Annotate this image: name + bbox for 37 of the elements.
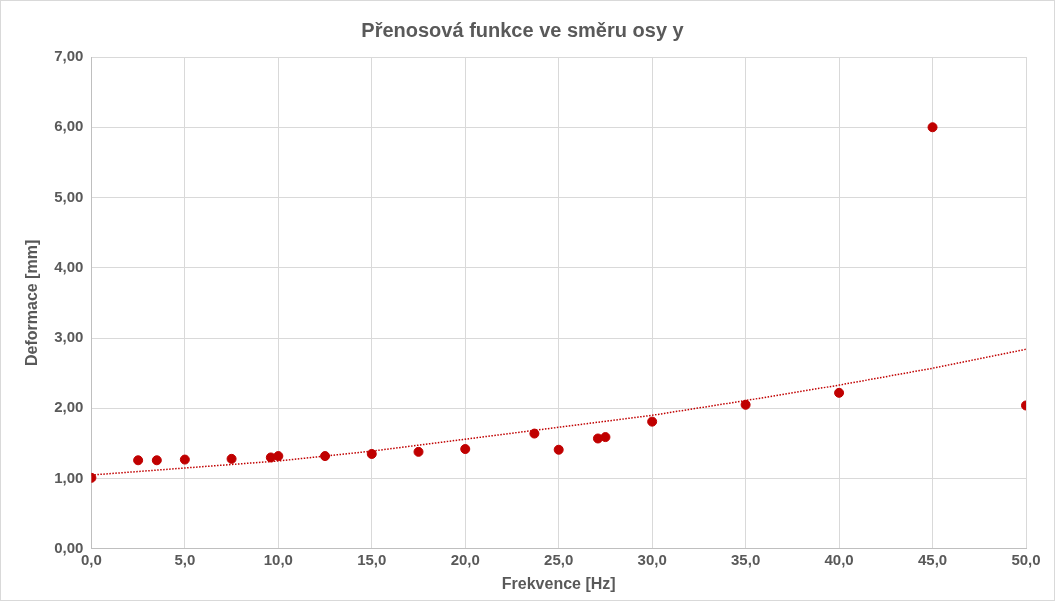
x-tick-label: 15,0: [357, 550, 387, 568]
point: [226, 453, 237, 464]
y-tick-label: 7,00: [54, 47, 84, 65]
point: [600, 432, 611, 443]
x-tick-label: 25,0: [544, 550, 574, 568]
x-tick-label: 5,0: [174, 550, 196, 568]
y-tick-label: 3,00: [54, 328, 84, 346]
x-tick-label: 40,0: [824, 550, 854, 568]
point: [366, 448, 377, 459]
point: [179, 454, 190, 465]
y-tick-label: 5,00: [54, 187, 84, 205]
x-tick-label: 50,0: [1011, 550, 1041, 568]
point: [647, 416, 658, 427]
x-axis-title: Frekvence [Hz]: [501, 574, 616, 592]
x-tick-label: 45,0: [917, 550, 948, 568]
point: [151, 455, 162, 466]
point: [133, 455, 144, 466]
point: [460, 444, 471, 455]
point: [529, 428, 540, 439]
point: [927, 122, 938, 133]
y-tick-label: 1,00: [54, 468, 84, 486]
y-tick-label: 4,00: [54, 257, 84, 275]
x-tick-label: 10,0: [263, 550, 293, 568]
x-tick-label: 30,0: [637, 550, 667, 568]
chart-title: Přenosová funkce ve směru osy y: [361, 18, 685, 41]
point: [834, 387, 845, 398]
point: [273, 451, 284, 462]
point: [592, 433, 603, 444]
point: [320, 451, 331, 462]
x-tick-label: 35,0: [731, 550, 761, 568]
y-axis-title: Deformace [mm]: [23, 239, 41, 367]
x-tick-label: 20,0: [450, 550, 480, 568]
point: [740, 399, 751, 410]
point: [553, 444, 564, 455]
y-tick-label: 6,00: [54, 117, 84, 135]
y-tick-label: 2,00: [54, 398, 84, 416]
point: [413, 446, 424, 457]
